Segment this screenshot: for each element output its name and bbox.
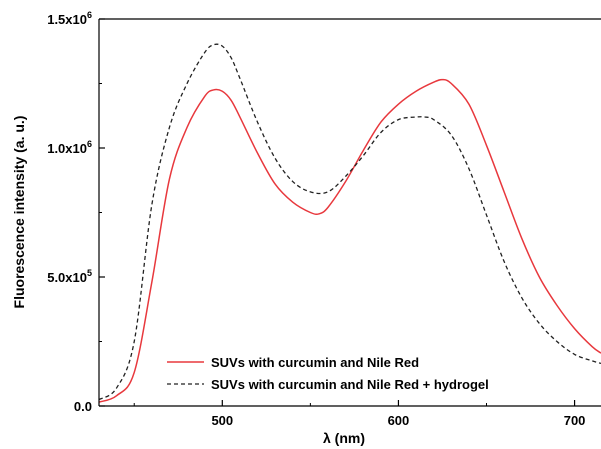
legend-label-series-2: SUVs with curcumin and Nile Red + hydrog…: [211, 377, 489, 392]
x-tick-label: 500: [211, 413, 233, 428]
legend-label-series-1: SUVs with curcumin and Nile Red: [211, 355, 419, 370]
y-tick-label: 5.0x105: [47, 268, 92, 285]
y-axis-title: Fluorescence intensity (a. u.): [11, 116, 27, 309]
data-series-group: [99, 43, 601, 403]
x-tick-label: 600: [388, 413, 410, 428]
x-axis-title: λ (nm): [323, 430, 365, 446]
y-tick-label: 1.0x106: [47, 139, 92, 156]
series-line-2: [99, 43, 601, 401]
x-tick-label: 700: [564, 413, 586, 428]
y-ticks: 0.0 5.0x105 1.0x106 1.5x106: [47, 10, 105, 414]
legend: SUVs with curcumin and Nile Red SUVs wit…: [167, 355, 489, 392]
y-tick-label: 0.0: [74, 399, 92, 414]
y-tick-label: 1.5x106: [47, 10, 92, 27]
series-line-1: [99, 78, 601, 403]
x-ticks: 500 600 700: [133, 400, 586, 428]
